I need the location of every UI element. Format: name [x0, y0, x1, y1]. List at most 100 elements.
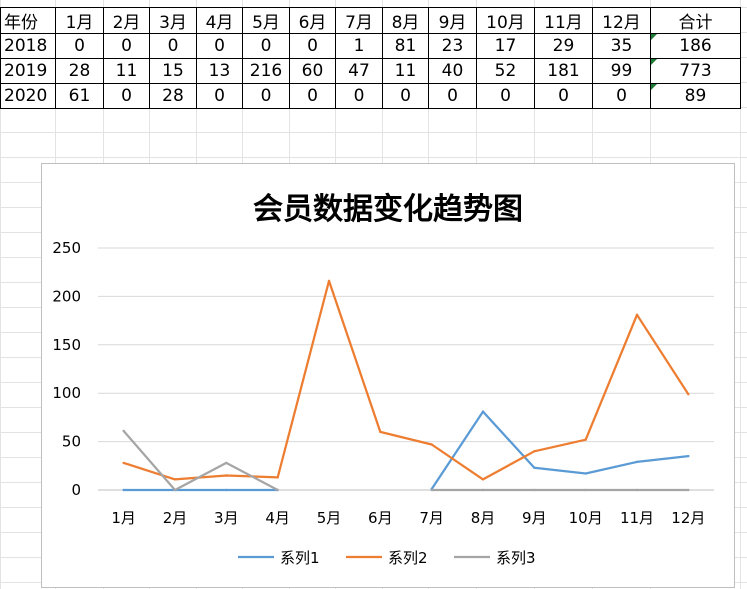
data-point[interactable] — [225, 488, 228, 492]
value-cell[interactable]: 0 — [242, 83, 290, 109]
value-cell[interactable]: 0 — [335, 83, 383, 109]
year-cell[interactable]: 2019 — [0, 58, 56, 84]
total-cell[interactable]: 773 — [650, 58, 741, 84]
data-point[interactable] — [173, 478, 177, 481]
value-cell[interactable]: 52 — [476, 58, 535, 84]
data-point[interactable] — [122, 429, 125, 433]
x-tick-label: 9月 — [522, 509, 547, 527]
header-cell[interactable]: 12月 — [592, 7, 651, 34]
value-cell[interactable]: 11 — [103, 58, 150, 84]
header-cell[interactable]: 4月 — [196, 7, 243, 34]
data-point[interactable] — [635, 460, 639, 464]
value-cell[interactable]: 0 — [55, 33, 104, 59]
value-cell[interactable]: 0 — [196, 33, 243, 59]
data-point[interactable] — [122, 488, 125, 492]
year-cell[interactable]: 2018 — [0, 33, 56, 59]
x-tick-label: 12月 — [671, 509, 705, 527]
series-line-1[interactable] — [123, 410, 689, 492]
data-point[interactable] — [687, 392, 690, 396]
value-cell[interactable]: 11 — [382, 58, 429, 84]
value-cell[interactable]: 1 — [335, 33, 383, 59]
value-cell[interactable]: 13 — [196, 58, 243, 84]
value-cell[interactable]: 81 — [382, 33, 429, 59]
data-point[interactable] — [276, 488, 279, 492]
x-tick-label: 5月 — [317, 509, 342, 527]
value-cell[interactable]: 28 — [149, 83, 197, 109]
value-cell[interactable]: 0 — [103, 83, 150, 109]
value-cell[interactable]: 23 — [428, 33, 477, 59]
line-chart[interactable]: 会员数据变化趋势图 0 50 100 150 200 250 1月 2月 3月 4月 5月 6月 7月 8… — [41, 163, 735, 588]
value-cell[interactable]: 61 — [55, 83, 104, 109]
value-cell[interactable]: 60 — [289, 58, 336, 84]
data-point[interactable] — [276, 476, 279, 479]
header-cell[interactable]: 8月 — [382, 7, 429, 34]
data-point[interactable] — [533, 450, 536, 453]
series-line-3[interactable] — [122, 430, 689, 492]
y-tick-label: 100 — [52, 384, 81, 402]
value-cell[interactable]: 0 — [592, 83, 651, 109]
value-cell[interactable]: 181 — [534, 58, 593, 84]
x-tick-label: 2月 — [163, 509, 188, 527]
header-cell[interactable]: 11月 — [534, 7, 593, 34]
value-cell[interactable]: 0 — [382, 83, 429, 109]
header-cell[interactable]: 10月 — [476, 7, 535, 34]
data-point[interactable] — [173, 488, 177, 492]
value-cell[interactable]: 40 — [428, 58, 477, 84]
data-point[interactable] — [379, 430, 382, 434]
data-point[interactable] — [430, 443, 433, 446]
data-point[interactable] — [584, 438, 587, 441]
value-cell[interactable]: 0 — [149, 33, 197, 59]
data-point[interactable] — [584, 488, 587, 492]
value-cell[interactable]: 0 — [289, 83, 336, 109]
header-cell[interactable]: 1月 — [55, 7, 104, 34]
data-point[interactable] — [687, 454, 690, 458]
data-point[interactable] — [687, 488, 690, 492]
header-cell[interactable]: 5月 — [242, 7, 290, 34]
value-cell[interactable]: 0 — [534, 83, 593, 109]
header-cell[interactable]: 合计 — [650, 7, 741, 34]
data-point[interactable] — [481, 488, 485, 492]
data-point[interactable] — [225, 474, 228, 477]
data-point[interactable] — [430, 488, 433, 492]
header-cell[interactable]: 7月 — [335, 7, 383, 34]
legend-item-2[interactable]: 系列2 — [346, 549, 428, 567]
data-point[interactable] — [481, 410, 485, 413]
header-cell[interactable]: 6月 — [289, 7, 336, 34]
legend-item-1[interactable]: 系列1 — [238, 549, 320, 567]
value-cell[interactable]: 29 — [534, 33, 593, 59]
value-cell[interactable]: 35 — [592, 33, 651, 59]
data-point[interactable] — [533, 466, 536, 469]
data-point[interactable] — [635, 488, 639, 492]
total-cell[interactable]: 186 — [650, 33, 741, 59]
header-cell[interactable]: 9月 — [428, 7, 477, 34]
table-row: 2020 61 0 28 0 0 0 0 0 0 0 0 0 89 — [0, 83, 741, 109]
year-cell[interactable]: 2020 — [0, 83, 56, 109]
value-cell[interactable]: 17 — [476, 33, 535, 59]
header-cell[interactable]: 2月 — [103, 7, 150, 34]
value-cell[interactable]: 0 — [103, 33, 150, 59]
value-cell[interactable]: 0 — [476, 83, 535, 109]
data-point[interactable] — [481, 478, 485, 481]
header-cell[interactable]: 年份 — [0, 7, 56, 34]
data-point[interactable] — [584, 472, 587, 475]
legend-label: 系列3 — [496, 549, 536, 567]
value-cell[interactable]: 216 — [242, 58, 290, 84]
value-cell[interactable]: 0 — [196, 83, 243, 109]
series-line-2[interactable] — [123, 279, 690, 481]
header-cell[interactable]: 3月 — [149, 7, 197, 34]
value-cell[interactable]: 15 — [149, 58, 197, 84]
value-cell[interactable]: 28 — [55, 58, 104, 84]
data-point[interactable] — [533, 488, 536, 492]
data-point[interactable] — [122, 461, 125, 465]
value-cell[interactable]: 47 — [335, 58, 383, 84]
value-cell[interactable]: 99 — [592, 58, 651, 84]
data-point[interactable] — [327, 279, 331, 283]
legend-item-3[interactable]: 系列3 — [454, 549, 536, 567]
y-tick-label: 200 — [52, 287, 81, 305]
value-cell[interactable]: 0 — [289, 33, 336, 59]
value-cell[interactable]: 0 — [428, 83, 477, 109]
value-cell[interactable]: 0 — [242, 33, 290, 59]
data-point[interactable] — [225, 461, 228, 465]
data-point[interactable] — [635, 313, 639, 316]
total-cell[interactable]: 89 — [650, 83, 741, 109]
